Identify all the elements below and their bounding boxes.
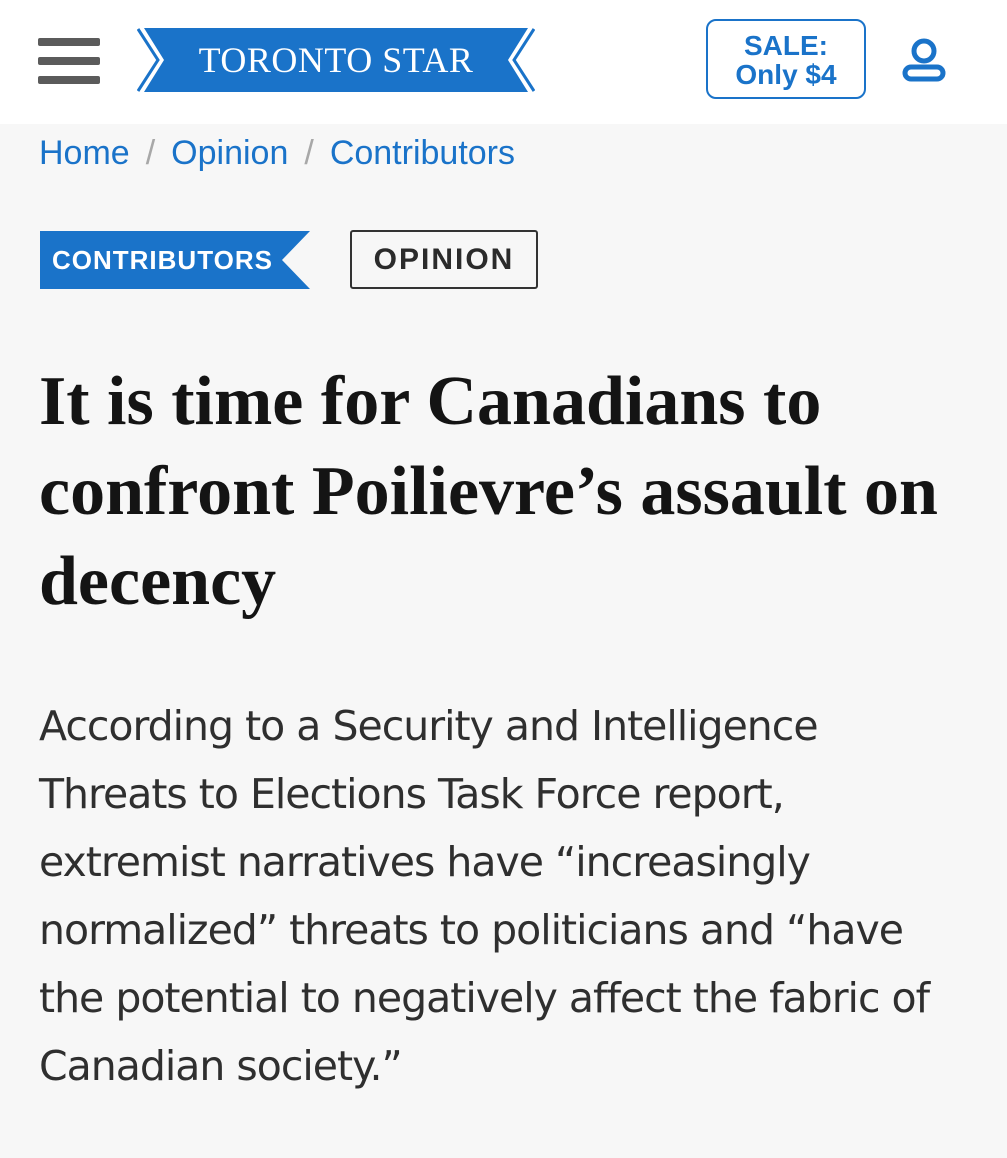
sale-subscribe-button[interactable]: SALE: Only $4 [706,19,866,99]
menu-bar-middle [38,57,100,65]
breadcrumb-separator: / [145,134,156,172]
site-header: TORONTO STAR SALE: Only $4 [0,0,1007,124]
breadcrumb: Home / Opinion / Contributors [39,130,515,176]
logo-banner-shape [137,28,535,92]
logo-wordmark: TORONTO STAR [198,40,474,80]
menu-bar-top [38,38,100,46]
section-tag-label: CONTRIBUTORS [52,245,273,275]
menu-bar-bottom [38,76,100,84]
user-account-icon[interactable] [900,38,948,82]
sale-label: SALE: [744,30,828,61]
opinion-badge[interactable]: OPINION [350,230,538,289]
toronto-star-logo[interactable]: TORONTO STAR [137,28,535,92]
breadcrumb-home-link[interactable]: Home [39,134,130,172]
breadcrumb-contributors-link[interactable]: Contributors [329,134,516,172]
sale-price: Only $4 [735,59,837,90]
hamburger-menu-icon[interactable] [38,38,100,84]
section-tag-shape [40,231,310,289]
breadcrumb-separator: / [304,134,314,172]
article-deck: According to a Security and Intelligence… [39,702,930,1090]
article-headline: It is time for Canadians to confront Poi… [39,363,938,620]
section-tag-contributors[interactable]: CONTRIBUTORS [40,231,310,289]
breadcrumb-opinion-link[interactable]: Opinion [171,134,289,172]
